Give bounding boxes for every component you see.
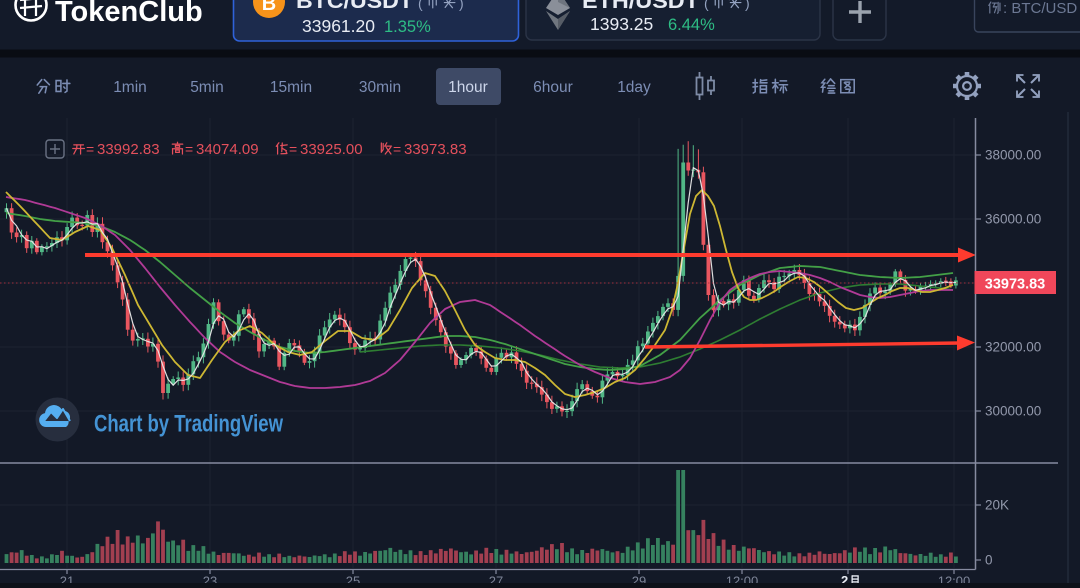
svg-text:29: 29 [632,574,646,584]
svg-text:34074.09: 34074.09 [196,141,259,158]
svg-text:: BTC/USD: : BTC/USD [1003,0,1077,17]
svg-text:23: 23 [203,574,217,584]
svg-text:=: = [289,141,297,157]
svg-text:32000.00: 32000.00 [985,340,1041,355]
svg-text:15min: 15min [270,79,312,96]
svg-text:21: 21 [60,574,74,584]
svg-text:20K: 20K [985,498,1009,513]
svg-text:1hour: 1hour [448,79,488,96]
svg-text:12:00: 12:00 [726,574,759,584]
svg-text:5min: 5min [190,79,224,96]
svg-text:12:00: 12:00 [938,574,971,584]
svg-text:30000.00: 30000.00 [985,404,1041,419]
svg-text:1393.25: 1393.25 [590,14,653,34]
svg-text:): ) [459,0,464,11]
svg-text:1day: 1day [617,79,651,96]
svg-text:30min: 30min [359,79,401,96]
svg-text:B: B [262,0,276,15]
svg-text:1min: 1min [113,79,147,96]
svg-text:0: 0 [985,553,993,568]
svg-text:25: 25 [346,574,360,584]
svg-text:=: = [86,141,94,157]
svg-text:6.44%: 6.44% [668,16,715,34]
svg-text:33973.83: 33973.83 [985,277,1045,293]
svg-text:1.35%: 1.35% [384,18,431,36]
svg-text:6hour: 6hour [533,79,573,96]
svg-text:ETH/USDT: ETH/USDT [582,0,699,13]
svg-text:): ) [745,0,750,11]
svg-text:=: = [393,141,401,157]
svg-text:Chart by TradingView: Chart by TradingView [94,411,283,438]
svg-text:(: ( [704,0,709,11]
svg-text:33961.20: 33961.20 [302,16,375,36]
svg-text:27: 27 [489,574,503,584]
svg-text:33992.83: 33992.83 [97,141,160,158]
svg-text:33973.83: 33973.83 [404,141,467,158]
svg-text:BTC/USDT: BTC/USDT [296,0,413,13]
svg-text:TokenClub: TokenClub [55,0,203,28]
svg-text:(: ( [418,0,423,11]
svg-text:33925.00: 33925.00 [300,141,363,158]
svg-text:2: 2 [841,573,848,583]
svg-text:38000.00: 38000.00 [985,148,1041,163]
svg-text:36000.00: 36000.00 [985,212,1041,227]
svg-text:=: = [185,141,193,157]
